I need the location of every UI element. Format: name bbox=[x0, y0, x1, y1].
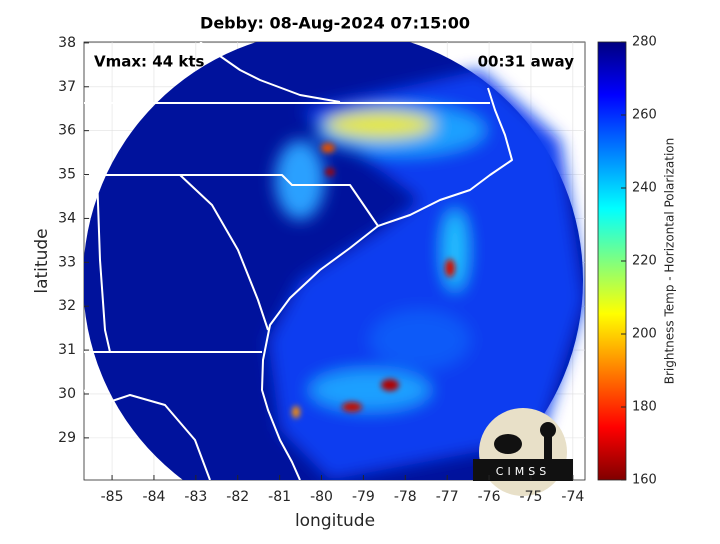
colorbar-tick-label: 240 bbox=[632, 181, 657, 196]
x-tick-label: -75 bbox=[520, 489, 543, 505]
ocean-field bbox=[268, 70, 585, 480]
colorbar-label: Brightness Temp - Horizontal Polarizatio… bbox=[663, 138, 677, 385]
y-tick-label: 30 bbox=[58, 386, 76, 402]
x-tick-label: -77 bbox=[436, 489, 459, 505]
x-tick-label: -81 bbox=[268, 489, 291, 505]
colorbar-tick-label: 160 bbox=[632, 473, 657, 488]
y-tick-label: 32 bbox=[58, 298, 76, 314]
x-axis-label: longitude bbox=[295, 511, 375, 531]
x-tick-label: -74 bbox=[561, 489, 584, 505]
colorbar-tick-label: 260 bbox=[632, 108, 657, 123]
colorbar-tick-label: 220 bbox=[632, 254, 657, 269]
y-tick-label: 37 bbox=[58, 79, 76, 95]
y-tick-label: 31 bbox=[58, 342, 76, 358]
colorbar-tick-label: 280 bbox=[632, 35, 657, 50]
logo-text: CIMSS bbox=[496, 465, 550, 478]
y-tick-label: 36 bbox=[58, 123, 76, 139]
y-axis-label: latitude bbox=[32, 228, 52, 293]
vmax: Vmax: 44 kts bbox=[94, 53, 204, 71]
y-tick-label: 34 bbox=[58, 210, 76, 226]
x-tick-label: -79 bbox=[352, 489, 375, 505]
colorbar-tick-label: 200 bbox=[632, 327, 657, 342]
y-tick-label: 35 bbox=[58, 167, 76, 183]
y-tick-label: 29 bbox=[58, 430, 76, 446]
y-tick-label: 38 bbox=[58, 35, 76, 51]
x-tick-label: -85 bbox=[101, 489, 124, 505]
x-tick-label: -80 bbox=[310, 489, 333, 505]
map-image bbox=[84, 42, 585, 480]
colorbar-tick-label: 180 bbox=[632, 400, 657, 415]
x-tick-label: -82 bbox=[226, 489, 249, 505]
x-tick-label: -76 bbox=[478, 489, 501, 505]
convection bbox=[292, 143, 455, 418]
time-away: 00:31 away bbox=[478, 53, 575, 71]
y-tick-label: 33 bbox=[58, 254, 76, 270]
x-tick-label: -83 bbox=[184, 489, 207, 505]
x-tick-label: -84 bbox=[143, 489, 166, 505]
x-tick-label: -78 bbox=[394, 489, 417, 505]
logo: CIMSS bbox=[473, 408, 573, 496]
title: Debby: 08-Aug-2024 07:15:00 bbox=[200, 14, 470, 33]
